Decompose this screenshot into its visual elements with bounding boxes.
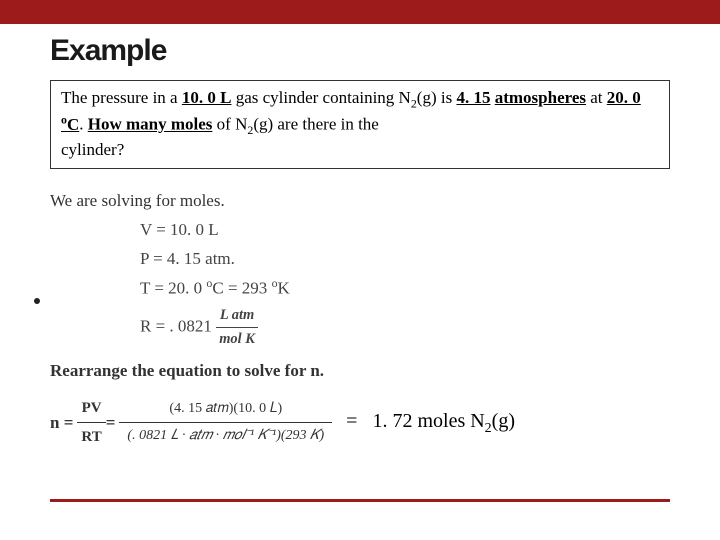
- problem-text: gas cylinder containing N: [231, 88, 410, 107]
- volume-value: 10. 0 L: [182, 88, 232, 107]
- given-temperature: T = 20. 0 oC = 293 oK: [90, 274, 670, 302]
- solving-for-line: We are solving for moles.: [50, 187, 670, 214]
- pv-over-rt-fraction: PV RT: [77, 394, 105, 451]
- worked-solution: We are solving for moles. V = 10. 0 L P …: [50, 187, 670, 452]
- how-many-moles: How many moles: [88, 115, 213, 134]
- r-units-fraction: L atmmol K: [216, 304, 258, 351]
- header-accent-bar: [0, 0, 720, 24]
- slide-content: Example The pressure in a 10. 0 L gas cy…: [0, 24, 720, 451]
- bullet-icon: [34, 298, 40, 304]
- rearrange-instruction: Rearrange the equation to solve for n.: [50, 357, 670, 384]
- problem-text: (g) are there in the: [253, 115, 379, 134]
- equation-row: n = PV RT = (4. 15 𝑎𝑡𝑚)(10. 0 𝐿) (. 0821…: [50, 394, 670, 451]
- pressure-value: 4. 15: [456, 88, 490, 107]
- problem-text: of N: [212, 115, 247, 134]
- n-equals-label: n =: [50, 409, 73, 436]
- problem-text: (g) is: [417, 88, 457, 107]
- final-answer: = 1. 72 moles N2(g): [346, 405, 515, 440]
- given-r-constant: R = . 0821 L atmmol K: [90, 304, 670, 351]
- problem-text: The pressure in a: [61, 88, 182, 107]
- given-pressure: P = 4. 15 atm.: [90, 245, 670, 272]
- given-volume: V = 10. 0 L: [90, 216, 670, 243]
- atmospheres-word: atmospheres: [495, 88, 586, 107]
- footer-accent-line: [50, 499, 670, 502]
- slide-title: Example: [50, 34, 670, 68]
- problem-text: at: [586, 88, 607, 107]
- problem-text: .: [79, 115, 88, 134]
- equals-sign: =: [106, 409, 116, 436]
- problem-text: cylinder?: [61, 140, 124, 159]
- calculation-fraction: (4. 15 𝑎𝑡𝑚)(10. 0 𝐿) (. 0821 𝐿 · 𝑎𝑡𝑚 · 𝑚…: [119, 396, 332, 450]
- problem-statement-box: The pressure in a 10. 0 L gas cylinder c…: [50, 80, 670, 169]
